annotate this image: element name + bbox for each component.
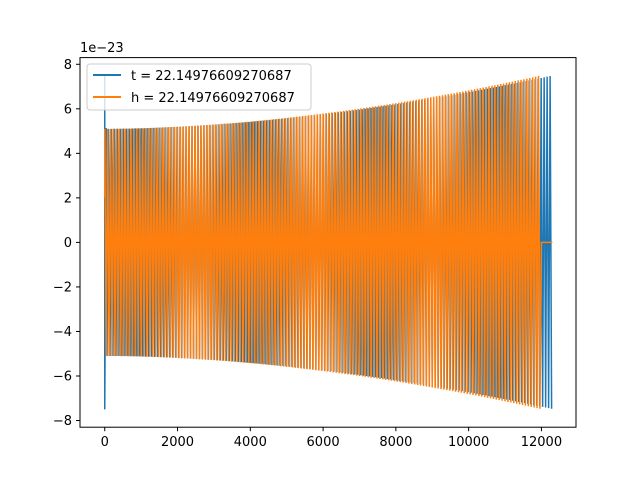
x-tick-label: 8000: [379, 435, 412, 450]
ticks-layer: 0 2000 4000 6000 8000 10000 12000 −8 −6 −4 −2 0 2 4 6 8: [53, 58, 562, 450]
x-tick-label: 10000: [448, 435, 489, 450]
y-tick-label: 0: [64, 236, 72, 251]
legend-box: [86, 63, 312, 111]
y-tick-label: 8: [64, 58, 72, 73]
series-h-line: [103, 76, 553, 409]
y-tick-label: 6: [64, 102, 72, 117]
series-layer: [103, 75, 553, 410]
x-tick-label: 2000: [161, 435, 194, 450]
legend-label-h: h = 22.14976609270687: [131, 91, 295, 106]
y-tick-label: −8: [53, 414, 72, 429]
y-tick-label: −2: [53, 280, 72, 295]
y-tick-label: −4: [53, 325, 72, 340]
legend-label-t: t = 22.14976609270687: [131, 69, 292, 84]
legend: t = 22.14976609270687 h = 22.14976609270…: [86, 63, 312, 111]
x-tick-label: 4000: [234, 435, 267, 450]
y-tick-label: 2: [64, 191, 72, 206]
y-tick-label: 4: [64, 147, 72, 162]
y-tick-label: −6: [53, 369, 72, 384]
y-offset-label: 1e−23: [80, 41, 124, 56]
x-tick-label: 6000: [307, 435, 340, 450]
x-tick-label: 12000: [521, 435, 562, 450]
x-tick-label: 0: [101, 435, 109, 450]
